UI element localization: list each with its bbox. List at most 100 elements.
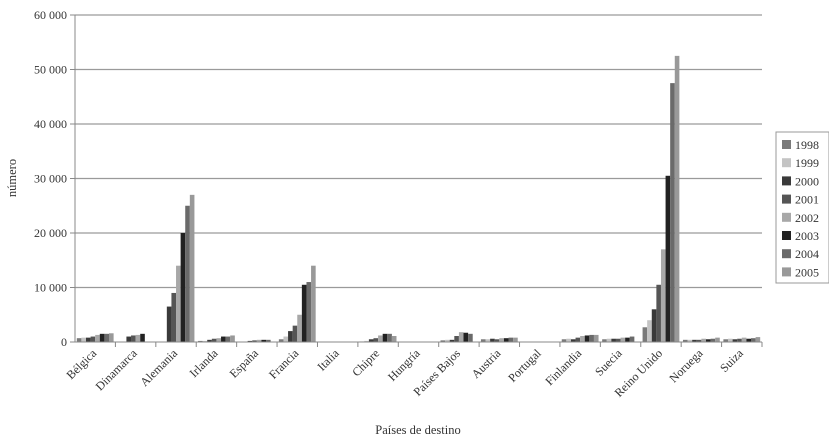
bar [701,338,706,342]
bar [611,338,616,342]
legend-label: 1999 [795,156,819,170]
bar [364,340,369,342]
x-tick-label: España [227,346,262,381]
bar [261,339,267,342]
bar [221,336,226,342]
x-tick-label: Hungría [385,346,423,384]
legend: 1998 1999 2000 2001 2002 2003 2004 2005 [775,131,829,284]
bar [109,333,114,342]
legend-label: 2002 [795,211,819,225]
bar [705,339,711,342]
bar [606,338,612,342]
bar [682,339,688,342]
bar [656,284,661,342]
x-tick-label: Finlandia [542,346,584,388]
y-axis-title: número [5,159,19,197]
bar [458,332,464,342]
bar [642,327,648,342]
bar [126,336,132,342]
legend-swatch [782,212,791,222]
bar [292,325,298,342]
bar [741,337,747,342]
bar [503,338,509,342]
bar [499,338,504,342]
bar [211,338,217,342]
bar [207,339,212,342]
bar [629,336,635,342]
bar [625,337,630,342]
axes [74,15,763,347]
bar [283,336,289,342]
bar [216,338,222,342]
bar [81,337,87,342]
legend-swatch [782,194,791,204]
bar [176,265,181,342]
y-tick-labels: 0 10 000 20 000 30 000 40 000 50 000 60 000 [34,8,67,349]
bar [166,306,172,342]
bar [368,339,374,342]
legend-label: 2004 [795,247,819,261]
bar [440,340,446,342]
bar [674,55,680,342]
bar [580,336,585,342]
bar [508,337,514,342]
bar [463,332,469,342]
bar [90,336,96,342]
bar [670,83,675,342]
y-tick-label: 20 000 [34,226,67,240]
legend-swatch [782,231,791,240]
y-tick-label: 30 000 [34,172,67,186]
bar [391,336,397,342]
bar [180,233,186,342]
bar [76,338,82,342]
bar [198,340,203,342]
bar [468,333,473,342]
bar [513,337,518,342]
bar [723,339,728,342]
legend-swatch [782,158,791,168]
bar [480,339,486,342]
bar [225,336,231,342]
bar [494,339,500,342]
bar [692,339,697,342]
bar [301,284,307,342]
bar [696,339,702,342]
bar [311,265,316,342]
bar [602,339,607,342]
bar [189,194,195,342]
y-tick-label: 10 000 [34,281,67,295]
x-tick-label: Noruega [666,346,706,386]
x-tick-label: Bélgica [64,346,100,382]
bar [561,339,567,342]
bar [732,339,738,342]
x-axis-title: Países de destino [375,423,460,437]
x-tick-label: Portugal [505,346,544,385]
y-tick-label: 60 000 [34,8,67,22]
bar [449,339,455,342]
bar [445,339,450,342]
bar [589,334,594,342]
y-tick-label: 40 000 [34,117,67,131]
bar [660,249,666,342]
bar [278,339,284,342]
bar [584,335,590,342]
bar [647,320,652,342]
x-tick-label: Irlanda [187,346,221,380]
bar [202,340,208,342]
x-tick-label: Chipre [349,346,382,379]
legend-label: 1998 [795,138,819,152]
legend-label: 2005 [795,265,819,279]
legend-swatch [782,176,791,186]
bar [171,292,177,342]
bar [715,337,720,342]
legend-label: 2001 [795,193,819,207]
bar [750,338,756,342]
bar [306,282,312,342]
bar [593,334,599,342]
bar [104,333,110,342]
bar [570,339,576,342]
legend-swatch [782,140,791,149]
bar [373,338,379,342]
